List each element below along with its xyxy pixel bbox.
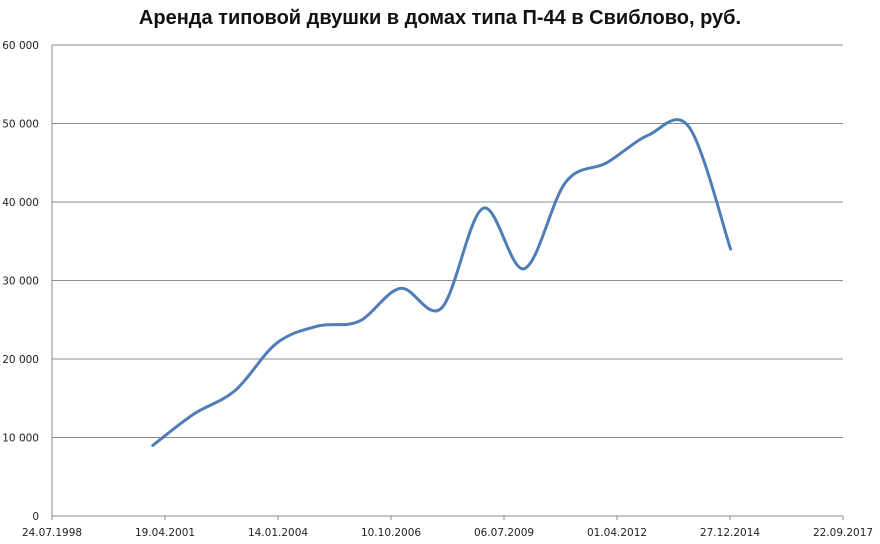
x-tick-label: 14.01.2004 — [248, 527, 308, 539]
y-tick-label: 10 000 — [2, 433, 39, 445]
x-tick-label: 01.04.2012 — [587, 527, 647, 539]
series-layer — [151, 118, 733, 447]
x-tick-label: 19.04.2001 — [135, 527, 195, 539]
y-axis-ticks: 0 10 000 20 000 30 000 40 000 50 000 60 000 — [2, 40, 39, 523]
y-tick-label: 40 000 — [2, 197, 39, 209]
y-tick-label: 20 000 — [2, 354, 39, 366]
y-tick-label: 60 000 — [2, 40, 39, 52]
x-tick-label: 10.10.2006 — [361, 527, 421, 539]
series-line — [151, 118, 733, 447]
x-axis-ticks: 24.07.1998 19.04.2001 14.01.2004 10.10.2006… — [22, 516, 873, 539]
gridlines — [51, 44, 843, 517]
y-tick-label: 0 — [32, 511, 39, 523]
chart-title: Аренда типовой двушки в домах типа П-44 … — [139, 7, 741, 29]
x-tick-label: 27.12.2014 — [700, 527, 760, 539]
y-tick-label: 30 000 — [2, 276, 39, 288]
x-tick-label: 22.09.2017 — [813, 527, 873, 539]
x-tick-label: 06.07.2009 — [474, 527, 534, 539]
y-tick-label: 50 000 — [2, 119, 39, 131]
x-tick-label: 24.07.1998 — [22, 527, 82, 539]
